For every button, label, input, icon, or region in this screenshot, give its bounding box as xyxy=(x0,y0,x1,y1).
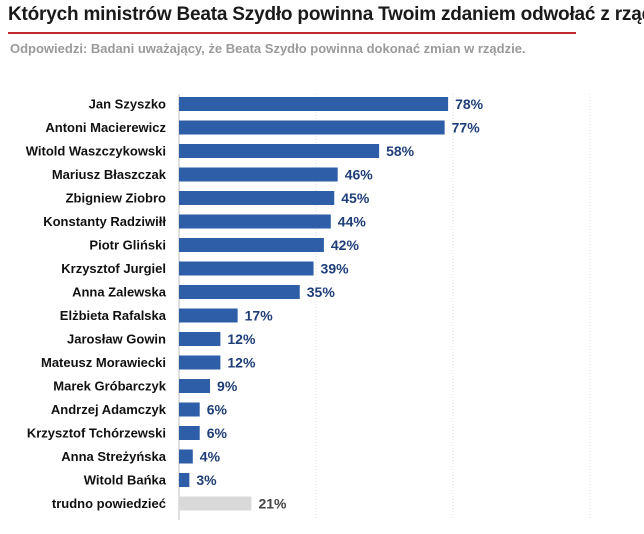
category-label: Piotr Gliński xyxy=(89,238,166,253)
value-label: 3% xyxy=(196,472,217,488)
bar xyxy=(179,449,193,464)
bar xyxy=(179,144,380,158)
bar xyxy=(179,496,252,511)
bar xyxy=(179,191,335,205)
category-label: Elżbieta Rafalska xyxy=(60,308,167,323)
category-label: trudno powiedzieć xyxy=(52,496,166,511)
category-label: Witold Waszczykowski xyxy=(26,144,166,159)
value-label: 39% xyxy=(321,261,350,277)
value-label: 35% xyxy=(307,284,336,300)
category-label: Antoni Macierewicz xyxy=(45,120,166,135)
bar xyxy=(179,402,200,417)
value-label: 12% xyxy=(227,355,256,371)
bar xyxy=(179,332,221,346)
value-label: 58% xyxy=(386,143,415,159)
value-label: 46% xyxy=(345,167,374,183)
category-label: Andrzej Adamczyk xyxy=(51,402,167,417)
category-label: Konstanty Radziwiłł xyxy=(43,214,166,229)
bar xyxy=(179,285,300,299)
value-label: 9% xyxy=(217,378,238,394)
category-label: Jarosław Gowin xyxy=(67,332,166,347)
bar xyxy=(179,426,200,440)
category-label: Zbigniew Ziobro xyxy=(66,191,166,206)
value-label: 45% xyxy=(341,190,370,206)
bar xyxy=(179,167,338,182)
bar xyxy=(179,355,221,370)
category-label: Krzysztof Jurgiel xyxy=(61,261,166,276)
bar xyxy=(179,120,445,135)
bar xyxy=(179,308,238,323)
category-label: Mariusz Błaszczak xyxy=(52,167,167,182)
category-label: Jan Szyszko xyxy=(89,97,166,112)
value-label: 78% xyxy=(455,96,484,112)
chart-title: Których ministrów Beata Szydło powinna T… xyxy=(8,4,644,25)
value-label: 6% xyxy=(207,402,228,418)
bar xyxy=(179,97,449,111)
bar xyxy=(179,214,331,229)
bar xyxy=(179,473,190,487)
category-label: Krzysztof Tchórzewski xyxy=(27,426,166,441)
value-label: 4% xyxy=(200,449,221,465)
value-label: 44% xyxy=(338,214,367,230)
category-label: Anna Streżyńska xyxy=(61,449,167,464)
bar xyxy=(179,238,324,252)
category-label: Witold Bańka xyxy=(84,473,167,488)
bar xyxy=(179,261,314,276)
value-label: 6% xyxy=(207,425,228,441)
category-label: Marek Gróbarczyk xyxy=(53,379,166,394)
value-label: 21% xyxy=(258,496,287,512)
category-label: Anna Zalewska xyxy=(72,285,167,300)
value-label: 42% xyxy=(331,237,360,253)
category-label: Mateusz Morawiecki xyxy=(41,355,166,370)
bar xyxy=(179,379,211,393)
value-label: 12% xyxy=(227,331,256,347)
chart-subtitle: Odpowiedzi: Badani uważający, że Beata S… xyxy=(10,41,526,56)
value-label: 77% xyxy=(452,120,481,136)
value-label: 17% xyxy=(245,308,274,324)
title-underline xyxy=(8,32,576,34)
